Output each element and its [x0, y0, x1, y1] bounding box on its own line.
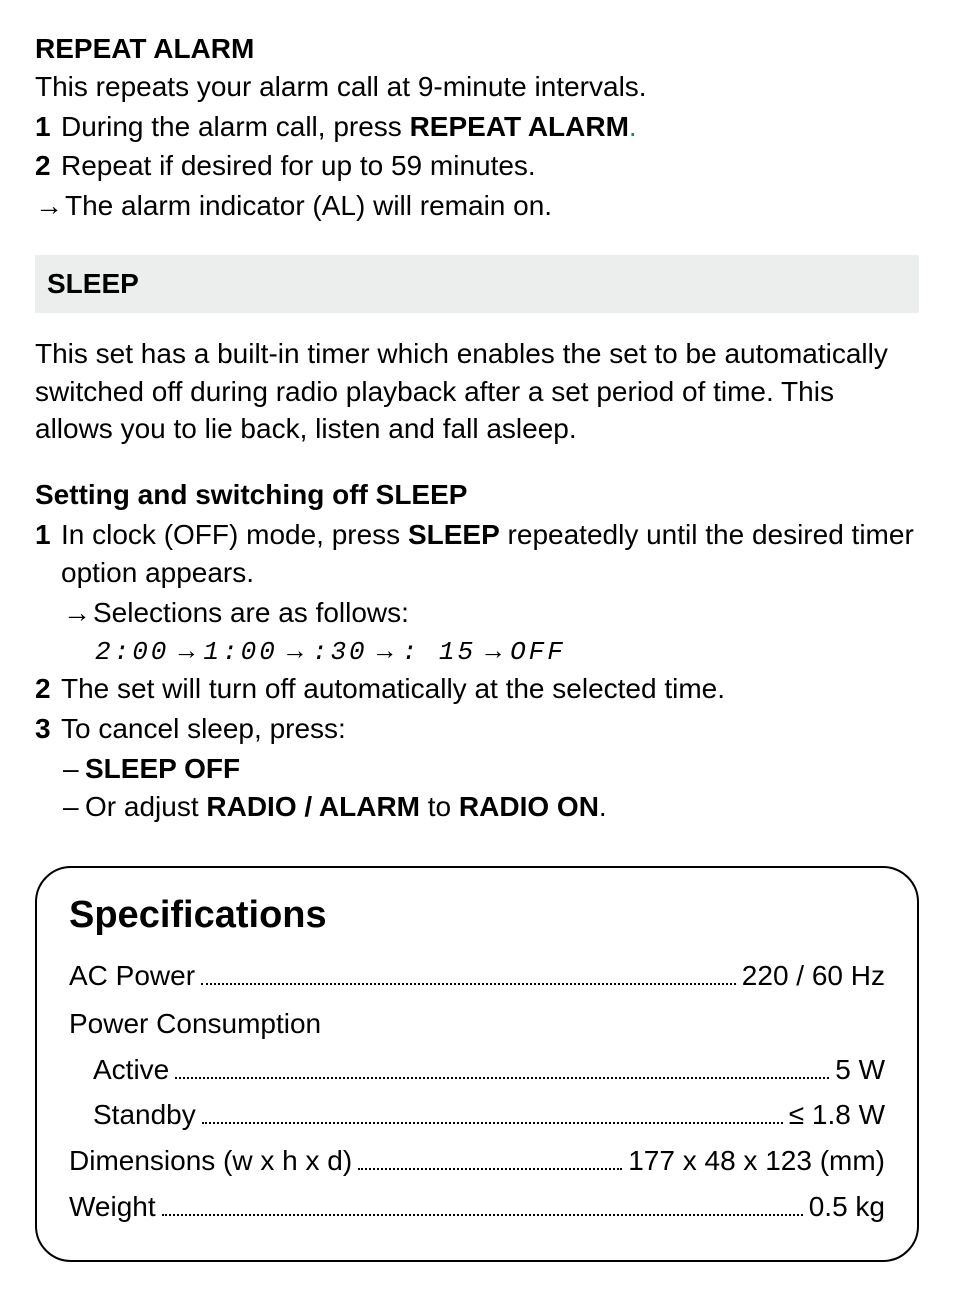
arrow-icon: → [169, 635, 203, 665]
spec-label: Active [93, 1051, 169, 1089]
seg-value: 1:00 [203, 637, 277, 667]
option-text: . [599, 791, 607, 822]
spec-row-power-consumption: Power Consumption [69, 1005, 885, 1043]
result-text: Selections are as follows: [93, 594, 409, 632]
repeat-alarm-title: REPEAT ALARM [35, 30, 919, 68]
sleep-section-heading: SLEEP [35, 255, 919, 313]
radio-alarm-label: RADIO / ALARM [206, 791, 420, 822]
sleep-selections-sequence: 2:00→1:00→:30→: 15→OFF [95, 633, 919, 670]
sleep-step-2: 2 The set will turn off automatically at… [35, 670, 919, 708]
manual-page: REPEAT ALARM This repeats your alarm cal… [0, 0, 954, 1302]
seg-value: 2:00 [95, 637, 169, 667]
sleep-subheading: Setting and switching off SLEEP [35, 476, 919, 514]
spec-value: 5 W [835, 1051, 885, 1089]
spec-row-dimensions: Dimensions (w x h x d) 177 x 48 x 123 (m… [69, 1142, 885, 1180]
specifications-title: Specifications [69, 890, 885, 941]
repeat-alarm-description: This repeats your alarm call at 9-minute… [35, 68, 919, 106]
repeat-alarm-step-2: 2 Repeat if desired for up to 59 minutes… [35, 147, 919, 185]
spec-leader-dots [358, 1149, 622, 1171]
spec-value: ≤ 1.8 W [789, 1096, 885, 1134]
spec-row-weight: Weight 0.5 kg [69, 1188, 885, 1226]
step-number: 2 [35, 147, 61, 185]
seg-value: :30 [312, 637, 368, 667]
arrow-icon: → [278, 635, 312, 665]
spec-value: 0.5 kg [809, 1188, 885, 1226]
sleep-step-1-result: → Selections are as follows: [63, 594, 919, 632]
option-text: to [420, 791, 459, 822]
repeat-alarm-step-1: 1 During the alarm call, press REPEAT AL… [35, 108, 919, 146]
seg-value: OFF [510, 637, 566, 667]
sleep-off-label: SLEEP OFF [85, 753, 240, 784]
spec-label: AC Power [69, 957, 195, 995]
blue-period: . [629, 111, 637, 142]
sleep-step-3-option-1: –SLEEP OFF [63, 750, 919, 788]
step-body: To cancel sleep, press: [61, 710, 919, 748]
spec-label: Dimensions (w x h x d) [69, 1142, 352, 1180]
arrow-icon: → [476, 635, 510, 665]
step-number: 2 [35, 670, 61, 708]
step-body: The set will turn off automatically at t… [61, 670, 919, 708]
spec-leader-dots [201, 963, 736, 985]
step-text: In clock (OFF) mode, press [61, 519, 408, 550]
step-body: In clock (OFF) mode, press SLEEP repeate… [61, 516, 919, 592]
arrow-icon: → [368, 635, 402, 665]
repeat-alarm-steps: 1 During the alarm call, press REPEAT AL… [35, 108, 919, 225]
repeat-alarm-result: → The alarm indicator (AL) will remain o… [35, 187, 919, 225]
spec-label: Weight [69, 1188, 156, 1226]
arrow-icon: → [63, 594, 93, 632]
step-number: 1 [35, 516, 61, 554]
spec-row-active: Active 5 W [69, 1051, 885, 1089]
specifications-box: Specifications AC Power 220 / 60 Hz Powe… [35, 866, 919, 1262]
result-text: The alarm indicator (AL) will remain on. [65, 187, 552, 225]
spec-leader-dots [202, 1103, 783, 1125]
sleep-button-label: SLEEP [408, 519, 500, 550]
sleep-step-3-option-2: –Or adjust RADIO / ALARM to RADIO ON. [63, 788, 919, 826]
sleep-steps: 1 In clock (OFF) mode, press SLEEP repea… [35, 516, 919, 826]
spec-value: 220 / 60 Hz [742, 957, 885, 995]
radio-on-label: RADIO ON [459, 791, 599, 822]
spec-row-ac-power: AC Power 220 / 60 Hz [69, 957, 885, 995]
step-text: During the alarm call, press [61, 111, 410, 142]
spec-value: 177 x 48 x 123 (mm) [628, 1142, 885, 1180]
spec-label: Standby [93, 1096, 196, 1134]
sleep-description: This set has a built-in timer which enab… [35, 335, 919, 448]
sleep-step-1: 1 In clock (OFF) mode, press SLEEP repea… [35, 516, 919, 592]
option-text: Or adjust [85, 791, 206, 822]
arrow-icon: → [35, 187, 65, 225]
step-body: Repeat if desired for up to 59 minutes. [61, 147, 919, 185]
sleep-step-3: 3 To cancel sleep, press: [35, 710, 919, 748]
dash-icon: – [63, 750, 85, 788]
repeat-alarm-button-label: REPEAT ALARM [410, 111, 629, 142]
step-body: During the alarm call, press REPEAT ALAR… [61, 108, 919, 146]
step-number: 3 [35, 710, 61, 748]
spec-leader-dots [162, 1194, 803, 1216]
spec-leader-dots [175, 1057, 829, 1079]
step-number: 1 [35, 108, 61, 146]
spec-row-standby: Standby ≤ 1.8 W [69, 1096, 885, 1134]
dash-icon: – [63, 788, 85, 826]
seg-value: : 15 [402, 637, 476, 667]
